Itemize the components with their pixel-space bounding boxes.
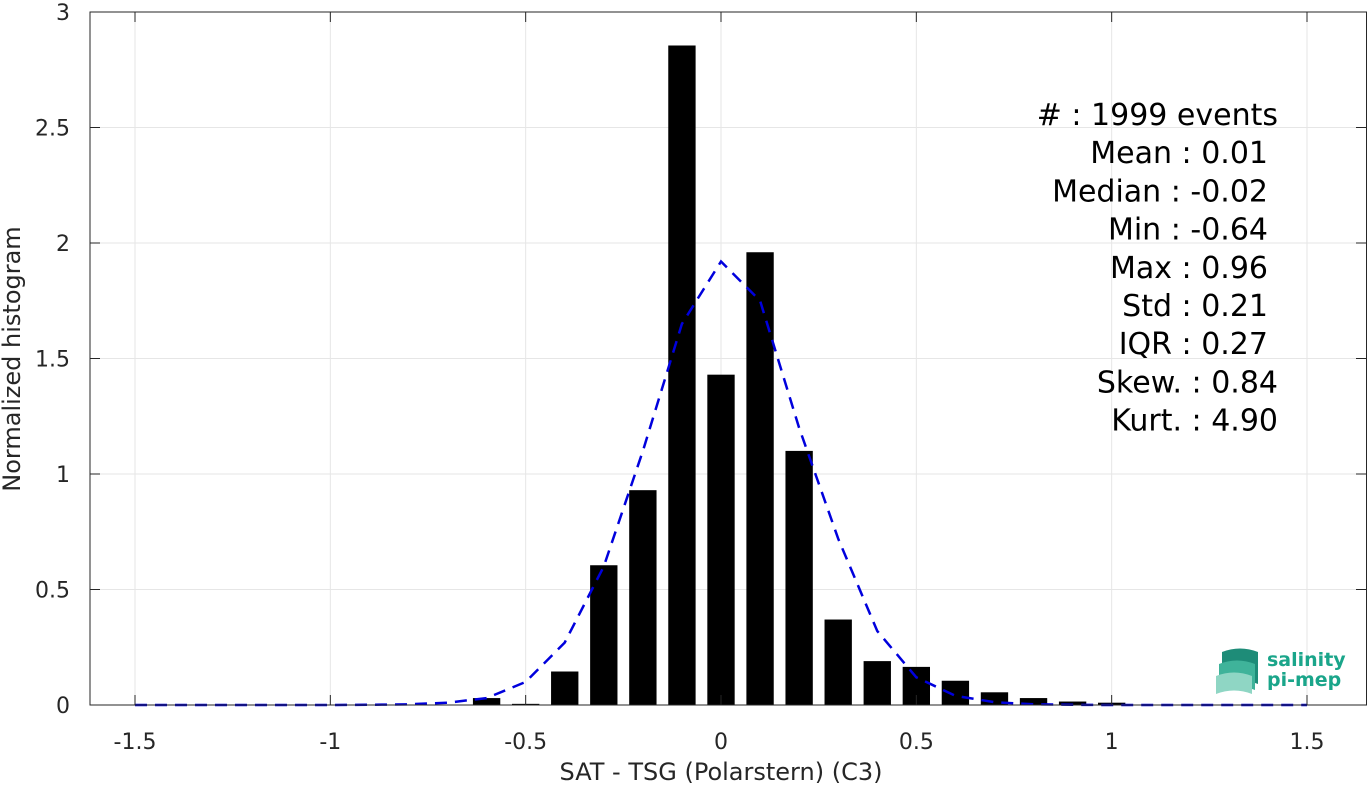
x-tick-label: -0.5	[504, 730, 547, 755]
histogram-bar	[746, 252, 774, 706]
stat-line: Median : -0.02	[1052, 174, 1268, 209]
x-tick-label: -1.5	[114, 730, 157, 755]
histogram-bar	[590, 565, 618, 705]
x-tick-label: 1.5	[1290, 730, 1325, 755]
x-axis-label: SAT - TSG (Polarstern) (C3)	[560, 758, 883, 785]
logo-waves-icon	[1216, 648, 1258, 694]
y-tick-label: 2	[56, 232, 70, 257]
y-tick-label: 2.5	[35, 117, 70, 142]
salinity-pi-mep-logo: salinity pi-mep	[1216, 648, 1346, 694]
histogram-bar	[1019, 698, 1048, 705]
x-tick-label: -1	[319, 730, 341, 755]
y-tick-label: 1	[56, 463, 70, 488]
histogram-bar	[824, 619, 852, 705]
histogram-bar	[551, 671, 579, 705]
stat-line: Min : -0.64	[1108, 213, 1268, 248]
histogram-bars	[472, 45, 1126, 706]
histogram-bar	[1058, 701, 1087, 705]
histogram-bar	[668, 45, 696, 706]
x-tick-label: 0	[714, 730, 728, 755]
y-tick-label: 1.5	[35, 348, 70, 373]
histogram-bar	[707, 374, 735, 705]
y-tick-label: 3	[56, 1, 70, 26]
tick-labels: -1.5 -1 -0.5 0 0.5 1 1.5 0 0.5 1 1.5 2 2.5 3	[35, 1, 1366, 755]
logo-line2: pi-mep	[1267, 669, 1341, 691]
y-axis-label: Normalized histogram	[0, 226, 26, 491]
histogram-bar	[472, 698, 501, 705]
histogram-bar	[629, 490, 657, 705]
stat-line: Mean : 0.01	[1090, 136, 1268, 171]
stat-line: Max : 0.96	[1110, 251, 1268, 286]
stat-line: Std : 0.21	[1122, 289, 1268, 324]
stat-line: Kurt. : 4.90	[1111, 404, 1278, 439]
stat-line: Skew. : 0.84	[1097, 365, 1278, 400]
histogram-bar	[863, 661, 891, 705]
logo-line1: salinity	[1267, 649, 1346, 671]
x-tick-label: 1	[1105, 730, 1119, 755]
histogram-bar	[941, 680, 970, 705]
stat-line: IQR : 0.27	[1119, 327, 1268, 362]
y-tick-label: 0	[56, 694, 70, 719]
histogram-bar	[785, 450, 813, 705]
stat-line: # : 1999 events	[1037, 98, 1278, 133]
x-tick-label: 0.5	[899, 730, 934, 755]
y-tick-label: 0.5	[35, 579, 70, 604]
